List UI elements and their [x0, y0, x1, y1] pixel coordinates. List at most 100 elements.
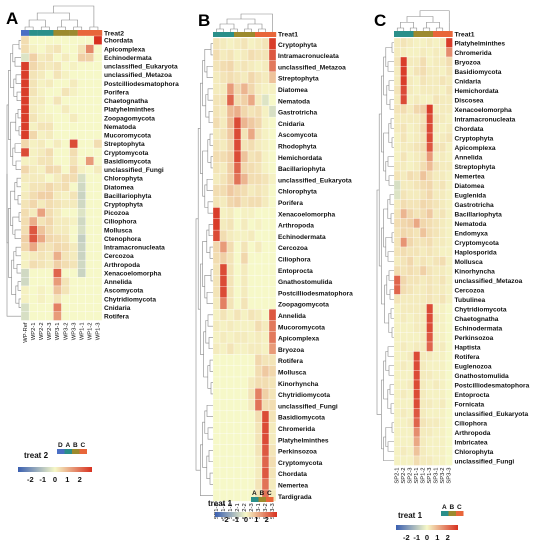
heatmap-cell: [37, 61, 46, 71]
heatmap-cell: [93, 303, 103, 312]
heatmap-cell: [37, 173, 46, 183]
heatmap-cell: [406, 189, 414, 200]
row-label: Bryozoa: [278, 347, 304, 354]
heatmap-cell: [426, 66, 434, 77]
legend-tick-label: -2: [222, 515, 229, 524]
heatmap-cell: [226, 455, 235, 468]
heatmap-cell: [233, 467, 242, 479]
heatmap-cell: [226, 286, 235, 299]
row-label: Apicomplexa: [278, 336, 319, 343]
row-label: Diatomea: [455, 183, 485, 190]
heatmap-cell: [254, 275, 263, 287]
heatmap-cell: [393, 246, 401, 257]
heatmap-cell: [406, 56, 414, 67]
heatmap-cell: [37, 78, 46, 88]
heatmap-cell: [439, 322, 447, 333]
heatmap-cell: [212, 116, 221, 129]
heatmap-cell: [219, 71, 228, 84]
heatmap-cell: [254, 422, 263, 434]
heatmap-cell: [419, 104, 427, 115]
heatmap-cell: [393, 446, 401, 457]
heatmap-cell: [226, 342, 235, 355]
heatmap-cell: [413, 284, 421, 295]
heatmap-cell: [426, 446, 434, 457]
heatmap-cell: [406, 389, 414, 400]
heatmap-cell: [439, 113, 447, 124]
heatmap-cell: [53, 70, 62, 80]
heatmap-cell: [268, 376, 277, 389]
heatmap-cell: [85, 44, 95, 54]
heatmap-cell: [406, 142, 414, 153]
heatmap-cell: [445, 104, 453, 115]
row-label: Platyhelminthes: [455, 40, 506, 47]
annotation-cell-a: [213, 32, 221, 37]
heatmap-cell: [77, 268, 86, 278]
heatmap-cell: [226, 128, 235, 140]
heatmap-cell: [445, 85, 453, 96]
column-label: SP2-1: [235, 503, 241, 519]
heatmap-cell: [439, 66, 447, 77]
heatmap-cell: [219, 241, 228, 253]
heatmap-cell: [247, 252, 256, 265]
heatmap-cell: [247, 173, 256, 186]
heatmap-cell: [254, 263, 263, 276]
heatmap-cell: [254, 467, 263, 479]
heatmap-cell: [419, 85, 427, 96]
heatmap-cell: [45, 225, 54, 235]
heatmap-cell: [400, 85, 408, 96]
heatmap-cell: [419, 455, 427, 466]
heatmap-cell: [85, 303, 95, 312]
heatmap-cell: [393, 341, 401, 352]
heatmap-cell: [393, 427, 401, 438]
panel-letter: C: [374, 11, 386, 30]
heatmap-cell: [240, 252, 249, 265]
heatmap-cell: [406, 275, 414, 286]
heatmap-cell: [69, 165, 78, 175]
heatmap-cell: [268, 444, 277, 457]
heatmap-cell: [20, 70, 30, 80]
heatmap-cell: [393, 379, 401, 390]
heatmap-cell: [45, 303, 54, 312]
heatmap-cell: [432, 218, 440, 229]
row-dendrogram: [195, 43, 213, 496]
heatmap-cell: [413, 170, 421, 181]
heatmap-cell: [69, 182, 78, 192]
row-label: Cercozoa: [278, 245, 308, 252]
heatmap-cell: [28, 259, 38, 269]
heatmap-cell: [240, 184, 249, 197]
heatmap-cell: [247, 478, 256, 491]
column-label: WP1-1: [80, 322, 86, 340]
heatmap-cell: [268, 252, 277, 265]
heatmap-cell: [254, 150, 263, 163]
heatmap-cell: [247, 83, 256, 95]
heatmap-cell: [247, 467, 256, 479]
heatmap-cell: [413, 408, 421, 419]
heatmap-cell: [212, 286, 221, 299]
heatmap-cell: [419, 142, 427, 153]
heatmap-cell: [432, 256, 440, 267]
row-label: Ciliophora: [455, 420, 488, 427]
annotation-cell-a: [45, 30, 54, 36]
column-label: WP3-1: [55, 322, 61, 340]
annotation-cell-b: [413, 31, 421, 37]
heatmap-cell: [77, 216, 86, 226]
heatmap-cell: [393, 227, 401, 238]
heatmap-cell: [406, 151, 414, 162]
heatmap-cell: [45, 199, 54, 209]
heatmap-cell: [393, 370, 401, 381]
heatmap-cell: [247, 139, 256, 152]
heatmap-cell: [439, 398, 447, 409]
heatmap-cell: [426, 455, 434, 466]
heatmap-cell: [247, 320, 256, 332]
row-label: Platyhelminthes: [104, 107, 155, 114]
row-label: unclassified_Eukaryota: [104, 64, 178, 71]
column-dendrogram: [24, 5, 99, 30]
heatmap-cell: [85, 53, 95, 63]
heatmap-cell: [254, 444, 263, 457]
heatmap-cell: [432, 199, 440, 210]
heatmap-cell: [400, 189, 408, 200]
heatmap-cell: [426, 294, 434, 305]
heatmap-cell: [69, 53, 78, 63]
heatmap-cell: [247, 229, 256, 242]
heatmap-cell: [85, 130, 95, 140]
